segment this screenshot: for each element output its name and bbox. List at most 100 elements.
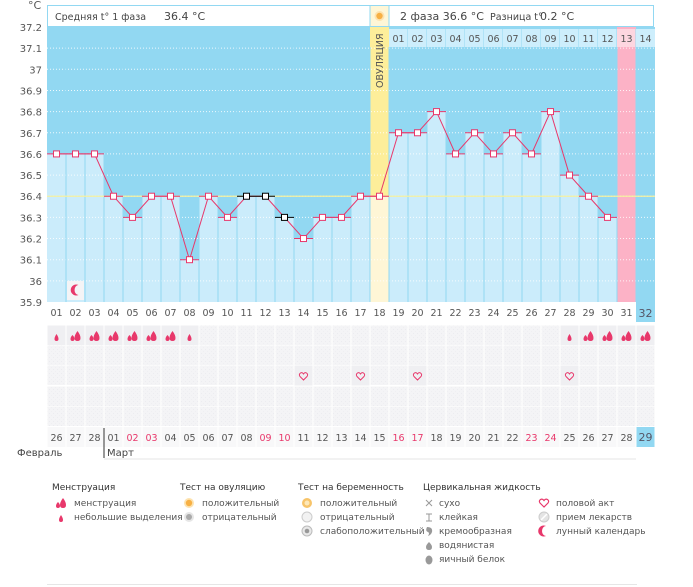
tracking-cell [275,345,294,365]
tracking-cell [47,406,66,426]
calendar-date: 20 [468,433,480,444]
tracking-cell [541,365,560,385]
calendar-date: 27 [69,433,81,444]
calendar-date: 28 [620,433,632,444]
tracking-cell [598,386,617,406]
tracking-cell [351,325,370,345]
legend-item-pregtest-negative: отрицательный [298,511,425,525]
post-ovulation-day-number: 13 [620,34,632,45]
post-ovulation-day-number: 03 [430,34,442,45]
data-point [224,213,231,221]
bbt-chart: 37.2 37.1 37 36.9 36.8 36.7 36.6 36.5 36.4 36.3 36… [17,5,655,460]
post-ovulation-day-cell [598,29,617,47]
cycle-day-number: 02 [69,308,81,319]
tracking-cell [313,406,332,426]
tracking-cell [218,325,237,345]
calendar-date-cell [237,427,256,447]
tracking-cell [503,386,522,406]
cycle-day-number: 11 [240,308,252,319]
cycle-day-number: 06 [145,308,157,319]
tracking-cell [332,325,351,345]
tracking-cell [408,386,427,406]
post-ovulation-day-number: 14 [639,34,651,45]
tracking-cell [351,406,370,426]
post-ovulation-day-number: 04 [449,34,461,45]
cycle-day-number: 28 [563,308,575,319]
blood-drop-icon [54,334,59,341]
blood-drops-icon [640,331,651,341]
calendar-date: 03 [145,433,157,444]
cycle-day-number: 16 [335,308,347,319]
tracking-cell [104,365,123,385]
tracking-cell [484,365,503,385]
tracking-cell [617,386,636,406]
tracking-cell [636,406,655,426]
blood-drops-icon [602,331,613,341]
calendar-date: 10 [278,433,290,444]
data-point [72,150,79,158]
calendar-date-cell [161,427,180,447]
tracking-cell [522,386,541,406]
tracking-cell [218,406,237,426]
data-point [395,129,402,137]
data-point [148,192,155,200]
y-tick-label: 36.9 [20,86,42,97]
tracking-cell [560,345,579,365]
temperature-bar [256,196,275,302]
tracking-cell [313,386,332,406]
data-point [338,213,345,221]
tracking-cell [503,345,522,365]
tracking-cell [503,365,522,385]
data-point [91,150,98,158]
pregnancy-weak-icon [300,525,314,542]
tracking-cell [256,345,275,365]
calendar-date-cell [408,427,427,447]
post-ovulation-day-number: 11 [582,34,594,45]
data-point [490,150,497,158]
legend-label: положительный [202,499,280,509]
tracking-cell [104,345,123,365]
calendar-date-cell [332,427,351,447]
tracking-cell [446,325,465,345]
calendar-date: 19 [449,433,461,444]
cycle-day-number: 30 [601,308,613,319]
tracking-cell [256,406,275,426]
diff-label: Разница t° [490,12,543,23]
tracking-cell [351,345,370,365]
tracking-cell [617,345,636,365]
data-point [433,108,440,116]
tracking-cell [522,365,541,385]
tracking-cell [579,345,598,365]
calendar-date: 02 [126,433,138,444]
legend-other: половой акт прием лекарств лунный календ… [538,483,646,539]
watery-drop-icon [423,539,435,556]
blood-drops-icon [89,331,100,341]
tracking-cell [579,386,598,406]
tracking-cell [142,365,161,385]
tracking-cell [294,345,313,365]
legend-label: положительный [320,499,398,509]
cycle-day-number: 03 [88,308,100,319]
cycle-day-number: 05 [126,308,138,319]
data-point [509,129,516,137]
tracking-cell [218,365,237,385]
calendar-date-cell [218,427,237,447]
calendar-date-cell [370,427,389,447]
heart-icon [298,372,309,381]
tracking-cell [161,406,180,426]
legend-title: Менструация [52,483,116,493]
legend-cervical-fluid: Цервикальная жидкость сухо клейкая кремо… [423,483,541,567]
y-tick-label: 35.9 [20,298,42,309]
calendar-date: 16 [392,433,404,444]
tracking-cell [560,386,579,406]
tracking-cell [199,325,218,345]
tracking-cell [465,325,484,345]
temperature-bar [47,153,66,302]
post-ovulation-day-cell [446,29,465,47]
cycle-day-number: 18 [373,308,385,319]
y-tick-label: 36.8 [20,108,42,119]
tracking-cell [313,365,332,385]
data-point [414,129,421,137]
y-tick-label: 36.7 [20,129,42,140]
temperature-bar [427,111,446,302]
